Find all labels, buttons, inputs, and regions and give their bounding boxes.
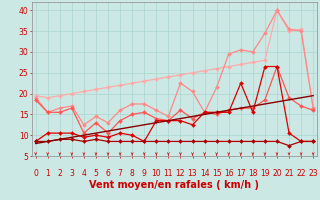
X-axis label: Vent moyen/en rafales ( km/h ): Vent moyen/en rafales ( km/h ) — [89, 180, 260, 190]
